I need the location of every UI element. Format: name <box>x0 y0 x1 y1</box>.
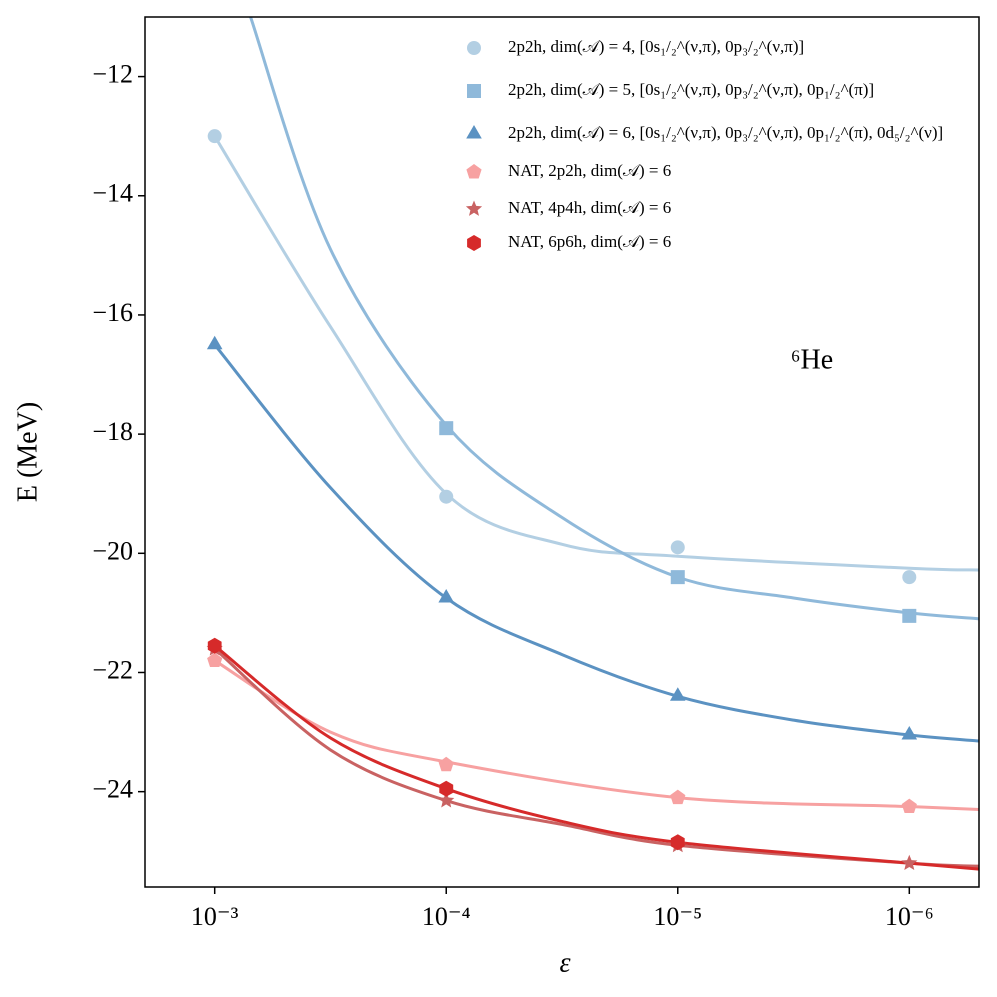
x-tick-label: 10⁻³ <box>191 902 239 931</box>
marker <box>670 687 686 701</box>
marker <box>439 489 454 504</box>
marker <box>438 589 454 603</box>
marker <box>670 834 685 851</box>
plot-frame <box>144 16 980 888</box>
fit-curve <box>213 135 979 572</box>
marker <box>206 335 223 350</box>
marker <box>901 854 918 870</box>
marker <box>438 756 454 772</box>
fit-curve <box>249 17 979 621</box>
legend-marker <box>466 125 482 139</box>
marker <box>902 570 917 585</box>
legend-label: 2p2h, dim(𝒜) = 6, [0s₁/₂^(ν,π), 0p₃/₂^(ν… <box>508 123 943 142</box>
y-tick-label: −24 <box>92 775 133 804</box>
marker <box>670 570 685 585</box>
marker <box>439 421 454 436</box>
x-tick-label: 10⁻⁶ <box>885 902 934 931</box>
fit-curve <box>213 343 979 743</box>
marker <box>901 726 918 740</box>
legend-marker <box>467 235 481 251</box>
y-tick-label: −22 <box>92 655 133 684</box>
y-axis-label: E (MeV) <box>12 402 43 502</box>
legend-label: NAT, 4p4h, dim(𝒜) = 6 <box>508 198 671 217</box>
marker <box>438 792 455 808</box>
marker <box>902 608 917 623</box>
legend-label: 2p2h, dim(𝒜) = 4, [0s₁/₂^(ν,π), 0p₃/₂^(ν… <box>508 37 804 56</box>
marker <box>670 540 685 555</box>
marker <box>207 129 222 144</box>
plot-area <box>206 17 979 871</box>
annotation: ⁶He <box>791 344 833 375</box>
fit-curve <box>213 647 979 868</box>
marker <box>207 652 223 667</box>
y-tick-label: −14 <box>92 179 133 208</box>
legend-label: 2p2h, dim(𝒜) = 5, [0s₁/₂^(ν,π), 0p₃/₂^(ν… <box>508 80 874 99</box>
x-axis-label: ε <box>559 947 570 978</box>
legend-label: NAT, 2p2h, dim(𝒜) = 6 <box>508 161 671 180</box>
legend-marker <box>467 41 481 55</box>
marker <box>901 798 917 813</box>
x-tick-label: 10⁻⁴ <box>422 902 471 931</box>
marker <box>207 637 222 654</box>
y-tick-label: −20 <box>92 536 133 565</box>
x-tick-label: 10⁻⁵ <box>653 902 702 931</box>
legend-marker <box>467 84 481 98</box>
marker <box>439 780 454 797</box>
y-tick-label: −12 <box>92 60 133 89</box>
y-tick-label: −18 <box>92 417 133 446</box>
fit-curve <box>213 659 979 812</box>
legend-marker <box>465 200 483 216</box>
marker <box>670 789 686 805</box>
legend-marker <box>466 164 482 179</box>
legend-label: NAT, 6p6h, dim(𝒜) = 6 <box>508 232 671 251</box>
y-tick-label: −16 <box>92 298 133 327</box>
fit-curve <box>213 644 979 871</box>
